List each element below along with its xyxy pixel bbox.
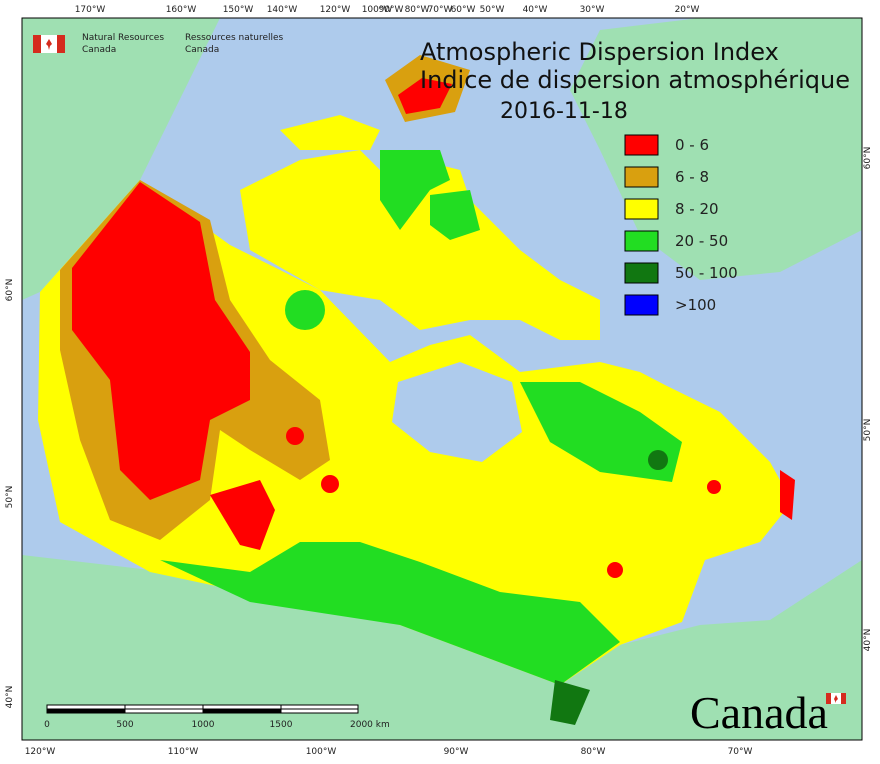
legend-label: 20 - 50	[675, 232, 728, 250]
scale-bar-segment	[280, 704, 359, 710]
latitude-label: 60°N	[5, 279, 15, 302]
latitude-label: 50°N	[5, 486, 15, 509]
longitude-label: 60°W	[451, 5, 476, 15]
agency-fr: Ressources naturelles	[185, 33, 284, 43]
latitude-label: 50°N	[863, 419, 873, 442]
scale-bar-label: 0	[44, 720, 50, 730]
longitude-label: 120°W	[25, 747, 56, 757]
longitude-label: 120°W	[320, 5, 351, 15]
longitude-label: 100°W	[306, 747, 337, 757]
scale-bar-segment	[280, 708, 359, 714]
header-logo: Natural Resources Canada Ressources natu…	[33, 33, 284, 55]
scale-bar-segment	[124, 704, 204, 710]
longitude-label: 140°W	[267, 5, 298, 15]
scale-bar-label: 500	[116, 720, 133, 730]
latitude-label: 60°N	[863, 147, 873, 170]
map-body	[22, 18, 862, 740]
scale-bar-segment	[202, 704, 282, 710]
latitude-label: 40°N	[863, 629, 873, 652]
scale-bar-segment	[202, 708, 282, 714]
legend-label: 8 - 20	[675, 200, 719, 218]
longitude-label: 20°W	[675, 5, 700, 15]
longitude-label: 170°W	[75, 5, 106, 15]
agency-fr: Canada	[185, 45, 219, 55]
scale-bar-label: 2000 km	[350, 720, 390, 730]
legend-swatch	[624, 198, 659, 220]
longitude-label: 30°W	[580, 5, 605, 15]
latitude-label: 40°N	[5, 686, 15, 709]
map-frame	[21, 17, 863, 741]
agency-en: Canada	[82, 45, 116, 55]
longitude-label: 150°W	[223, 5, 254, 15]
legend-swatch	[624, 262, 659, 284]
longitude-label: 50°W	[480, 5, 505, 15]
scale-bar-segment	[46, 708, 126, 714]
longitude-label: 70°W	[428, 5, 453, 15]
legend-label: >100	[675, 296, 716, 314]
scale-bar-segment	[46, 704, 126, 710]
longitude-label: 160°W	[166, 5, 197, 15]
legend-swatch	[624, 230, 659, 252]
scale-bar-label: 1500	[270, 720, 293, 730]
legend-swatch	[624, 134, 659, 156]
title: Atmospheric Dispersion Index	[420, 38, 779, 66]
legend-label: 50 - 100	[675, 264, 738, 282]
longitude-label: 40°W	[523, 5, 548, 15]
legend-swatch	[624, 294, 659, 316]
legend-swatch	[624, 166, 659, 188]
scale-bar-label: 1000	[192, 720, 215, 730]
legend-label: 6 - 8	[675, 168, 709, 186]
agency-en: Natural Resources	[82, 33, 164, 43]
longitude-label: 90°W	[379, 5, 404, 15]
longitude-label: 100°W	[362, 5, 393, 15]
wordmark-flag	[826, 693, 846, 704]
longitude-label: 90°W	[444, 747, 469, 757]
scale-bar-segment	[124, 708, 204, 714]
wordmark: Canada	[690, 687, 828, 738]
date: 2016-11-18	[500, 99, 628, 124]
legend-label: 0 - 6	[675, 136, 709, 154]
longitude-label: 80°W	[405, 5, 430, 15]
longitude-label: 80°W	[581, 747, 606, 757]
longitude-label: 70°W	[728, 747, 753, 757]
longitude-label: 110°W	[168, 747, 199, 757]
title: Indice de dispersion atmosphérique	[420, 66, 850, 94]
